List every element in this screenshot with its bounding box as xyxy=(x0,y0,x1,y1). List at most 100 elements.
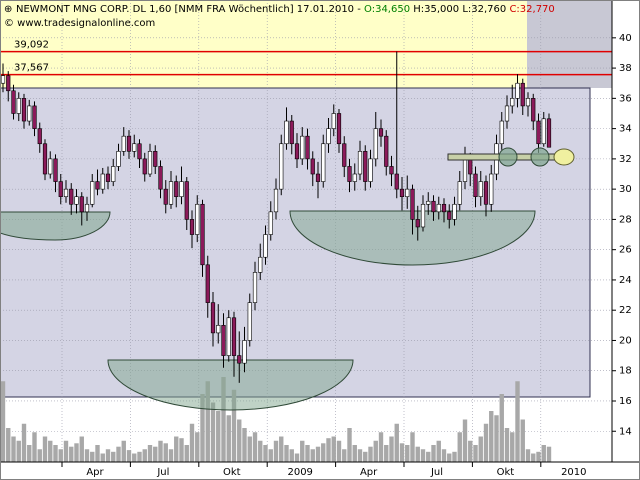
candle-body xyxy=(426,200,431,205)
candle-body xyxy=(242,340,247,364)
volume-bar xyxy=(90,451,95,462)
candle-body xyxy=(268,211,273,235)
candle-body xyxy=(284,120,289,145)
candle-body xyxy=(273,188,279,213)
candle-body xyxy=(90,181,95,205)
x-tick-label: Okt xyxy=(223,467,241,478)
candle-body xyxy=(32,105,37,129)
candle-body xyxy=(184,181,189,220)
volume-bar xyxy=(410,432,415,462)
title: NEWMONT MNG CORP. DL 1,60 [NMM FRA Wöche… xyxy=(16,4,555,15)
title-text: NEWMONT MNG CORP. DL 1,60 [NMM FRA Wöche… xyxy=(16,4,364,15)
candle-body xyxy=(525,98,531,107)
candle-body xyxy=(352,173,357,182)
y-tick-label: 18 xyxy=(619,366,632,377)
candle-body xyxy=(174,181,179,198)
candle-body xyxy=(100,173,105,190)
x-tick-label: 2010 xyxy=(561,467,586,478)
candle-body xyxy=(326,128,331,145)
candle-body xyxy=(489,173,494,205)
volume-bar xyxy=(111,451,116,462)
candle-body xyxy=(63,188,69,198)
volume-bar xyxy=(11,436,16,462)
candle-body xyxy=(42,143,48,175)
volume-bar xyxy=(368,446,373,462)
y-tick-label: 24 xyxy=(619,275,632,286)
candle-body xyxy=(478,181,483,198)
candle-body xyxy=(389,166,394,175)
candle-body xyxy=(436,203,441,213)
volume-bar xyxy=(21,423,27,462)
candle-body xyxy=(336,113,342,145)
x-tick-label: Jul xyxy=(430,467,443,478)
volume-bar xyxy=(58,449,63,462)
candle-body xyxy=(378,128,384,137)
x-tick-label: Apr xyxy=(360,467,378,478)
source: © www.tradesignalonline.com xyxy=(4,18,155,29)
candle-body xyxy=(163,188,168,205)
volume-bar xyxy=(294,453,300,462)
volume-bar xyxy=(489,411,494,462)
y-tick-label: 30 xyxy=(619,184,632,195)
volume-bar xyxy=(16,440,21,462)
marker xyxy=(498,147,518,167)
candle-body xyxy=(315,173,321,182)
hlc-values: H:35,000 L:32,760 xyxy=(410,4,509,15)
candle-body xyxy=(252,272,258,303)
volume-bar xyxy=(515,381,520,462)
candle-body xyxy=(410,188,415,220)
y-tick-label: 20 xyxy=(619,335,632,346)
volume-bar xyxy=(342,449,347,462)
candle-body xyxy=(0,75,6,84)
candle-body xyxy=(210,302,216,334)
volume-bar xyxy=(347,428,352,462)
volume-bar xyxy=(273,440,279,462)
volume-bar xyxy=(468,440,473,462)
candle-body xyxy=(58,181,63,198)
candle-body xyxy=(179,181,184,198)
candle-body xyxy=(121,135,126,152)
marker xyxy=(530,147,550,167)
candle-body xyxy=(457,181,462,205)
candle-body xyxy=(132,143,137,152)
volume-bar xyxy=(541,445,546,462)
candle-body xyxy=(74,196,79,205)
header-icon: ⊕ xyxy=(4,4,12,15)
volume-bar xyxy=(189,423,195,462)
volume-bar xyxy=(126,450,132,462)
open-value: O:34,650 xyxy=(364,4,410,15)
volume-bar xyxy=(310,449,315,462)
candle-body xyxy=(168,181,174,205)
candle-body xyxy=(368,158,373,182)
volume-bar xyxy=(394,423,399,462)
volume-bar xyxy=(184,445,189,462)
volume-bar xyxy=(79,436,84,462)
candle-body xyxy=(205,264,210,303)
volume-bar xyxy=(53,445,58,462)
candle-body xyxy=(216,325,221,334)
volume-bar xyxy=(95,445,100,462)
volume-bar xyxy=(336,440,342,462)
volume-bar xyxy=(462,419,468,462)
candle-body xyxy=(399,188,405,198)
volume-bar xyxy=(242,428,247,462)
candle-body xyxy=(384,135,389,167)
x-tick-label: 2009 xyxy=(287,467,312,478)
volume-bar xyxy=(137,451,142,462)
candle-body xyxy=(53,158,58,182)
candle-body xyxy=(363,151,368,182)
candles-layer xyxy=(0,51,552,383)
candle-body xyxy=(468,158,473,175)
candle-body xyxy=(499,120,504,145)
candle-body xyxy=(116,151,121,167)
y-tick-label: 26 xyxy=(619,245,632,256)
volume-bar xyxy=(226,415,231,462)
y-tick-label: 14 xyxy=(619,426,632,437)
arc-bottom xyxy=(107,359,354,411)
volume-bar xyxy=(289,449,294,462)
candle-body xyxy=(420,203,426,228)
candle-body xyxy=(142,158,147,175)
candle-body xyxy=(331,113,336,129)
